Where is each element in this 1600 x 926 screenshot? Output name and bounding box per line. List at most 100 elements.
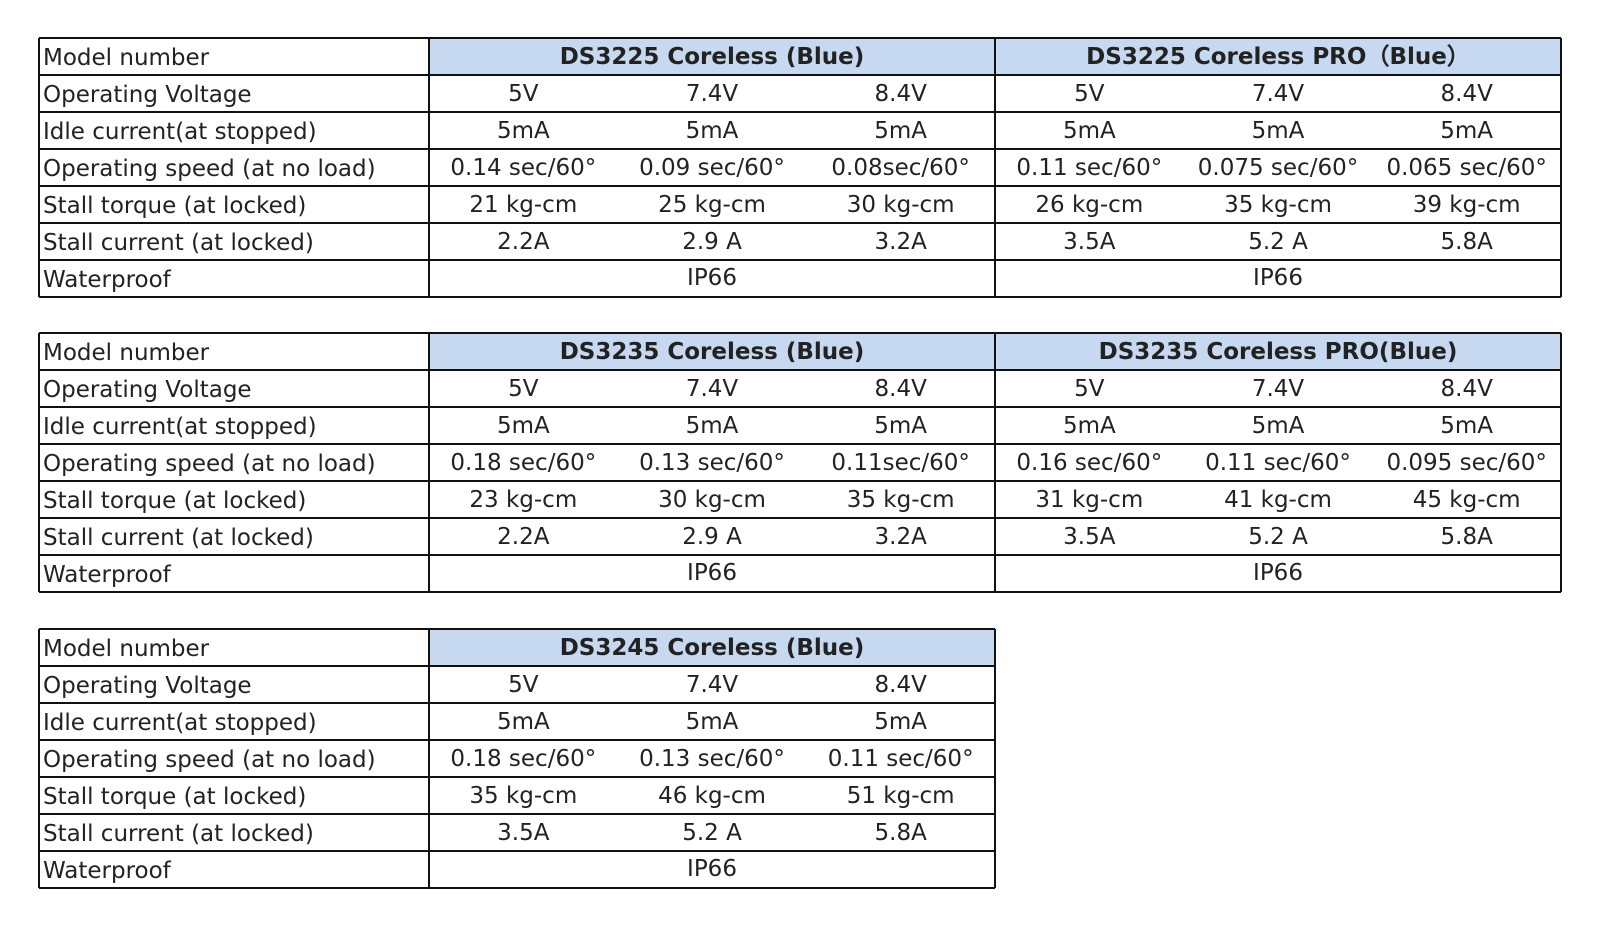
spec-value: 5.8A [1441,229,1494,255]
waterproof-value: IP66 [1253,560,1303,586]
row-label: Idle current(at stopped) [43,710,317,736]
row-label: Stall current (at locked) [43,230,314,256]
spec-value: 0.18 sec/60° [450,746,596,772]
row-label: Waterproof [43,267,172,293]
spec-value: 3.2A [875,524,928,550]
spec-value: 5.8A [1441,524,1494,550]
spec-value: 5mA [1252,413,1305,439]
spec-value: 5mA [497,118,550,144]
spec-value: 7.4V [1252,81,1305,107]
spec-value: 5.2 A [1248,524,1308,550]
spec-value: 7.4V [686,376,739,402]
row-label: Stall torque (at locked) [43,784,306,810]
spec-value: 5mA [1440,118,1493,144]
spec-value: 5V [508,672,539,698]
spec-value: 2.2A [497,229,550,255]
spec-value: 5mA [874,709,927,735]
spec-value: 5mA [1063,118,1116,144]
row-label: Operating speed (at no load) [43,156,376,182]
spec-value: 35 kg-cm [1224,192,1332,218]
spec-value: 31 kg-cm [1035,487,1143,513]
spec-value: 8.4V [1441,81,1494,107]
spec-value: 30 kg-cm [658,487,766,513]
row-label: Stall current (at locked) [43,525,314,551]
spec-value: 46 kg-cm [658,783,766,809]
spec-value: 7.4V [686,81,739,107]
model-name: DS3235 Coreless PRO(Blue) [1099,339,1458,365]
spec-value: 5mA [686,709,739,735]
spec-value: 26 kg-cm [1035,192,1143,218]
spec-value: 0.18 sec/60° [450,450,596,476]
spec-value: 3.5A [497,820,550,846]
spec-value: 8.4V [875,81,928,107]
header-cell [429,38,995,75]
spec-value: 5mA [1252,118,1305,144]
row-label: Operating Voltage [43,377,252,403]
spec-value: 3.5A [1063,229,1116,255]
spec-value: 45 kg-cm [1413,487,1521,513]
spec-value: 5mA [1063,413,1116,439]
spec-value: 5V [508,376,539,402]
row-label: Stall current (at locked) [43,821,314,847]
header-cell [995,38,1561,75]
model-name: DS3225 Coreless (Blue) [560,44,865,70]
spec-value: 5mA [497,709,550,735]
spec-value: 0.11 sec/60° [1205,450,1351,476]
model-name: DS3245 Coreless (Blue) [560,635,865,661]
spec-value: 3.2A [875,229,928,255]
waterproof-value: IP66 [687,265,737,291]
spec-value: 5.2 A [1248,229,1308,255]
row-label: Operating speed (at no load) [43,451,376,477]
spec-value: 5V [508,81,539,107]
header-cell [995,333,1561,370]
spec-value: 41 kg-cm [1224,487,1332,513]
spec-value: 5.2 A [682,820,742,846]
spec-value: 5mA [874,118,927,144]
spec-value: 5.8A [875,820,928,846]
spec-value: 35 kg-cm [847,487,955,513]
row-label: Waterproof [43,562,172,588]
row-label: Stall torque (at locked) [43,193,306,219]
spec-value: 5mA [497,413,550,439]
spec-value: 3.5A [1063,524,1116,550]
spec-value: 5mA [686,118,739,144]
spec-value: 2.2A [497,524,550,550]
spec-value: 2.9 A [682,524,742,550]
spec-value: 0.09 sec/60° [639,155,785,181]
waterproof-value: IP66 [687,856,737,882]
row-label: Operating speed (at no load) [43,747,376,773]
row-label: Waterproof [43,858,172,884]
row-label: Idle current(at stopped) [43,119,317,145]
row-label: Model number [43,340,210,366]
spec-value: 23 kg-cm [469,487,577,513]
spec-value: 5mA [1440,413,1493,439]
spec-value: 0.11 sec/60° [828,746,974,772]
spec-value: 25 kg-cm [658,192,766,218]
spec-value: 0.16 sec/60° [1016,450,1162,476]
spec-value: 35 kg-cm [469,783,577,809]
waterproof-value: IP66 [687,560,737,586]
spec-value: 0.13 sec/60° [639,450,785,476]
spec-value: 5V [1074,376,1105,402]
row-label: Model number [43,45,210,71]
spec-value: 30 kg-cm [847,192,955,218]
header-cell [429,333,995,370]
spec-value: 8.4V [1441,376,1494,402]
header-cell [429,629,995,666]
spec-value: 5V [1074,81,1105,107]
spec-value: 0.11 sec/60° [1016,155,1162,181]
spec-value: 0.14 sec/60° [450,155,596,181]
spec-value: 0.13 sec/60° [639,746,785,772]
spec-value: 7.4V [1252,376,1305,402]
model-name: DS3235 Coreless (Blue) [560,339,865,365]
spec-value: 0.08sec/60° [831,155,970,181]
row-label: Operating Voltage [43,82,252,108]
spec-value: 39 kg-cm [1413,192,1521,218]
spec-value: 5mA [686,413,739,439]
spec-value: 5mA [874,413,927,439]
spec-value: 8.4V [875,672,928,698]
row-label: Model number [43,636,210,662]
row-label: Operating Voltage [43,673,252,699]
